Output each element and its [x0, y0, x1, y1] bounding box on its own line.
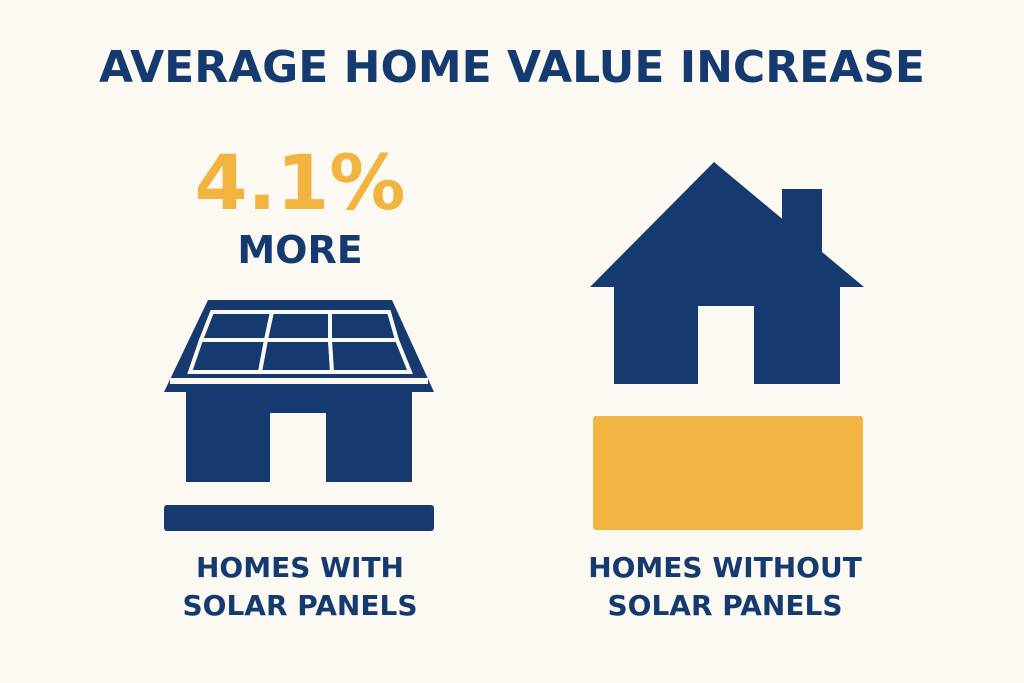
caption-with-solar-line1: HOMES WITH	[196, 551, 404, 584]
chimney	[782, 189, 822, 261]
door	[698, 306, 754, 384]
stat-label: MORE	[237, 228, 363, 272]
house-roof	[590, 162, 864, 287]
caption-with-solar: HOMES WITH SOLAR PANELS	[120, 549, 480, 625]
door	[270, 413, 326, 482]
infographic-title: AVERAGE HOME VALUE INCREASE	[99, 42, 925, 93]
stat-value: 4.1%	[194, 138, 406, 227]
caption-without-solar: HOMES WITHOUT SOLAR PANELS	[545, 549, 905, 625]
value-bar-solar	[164, 505, 434, 531]
solar-panel-grid	[187, 310, 413, 374]
caption-without-solar-line1: HOMES WITHOUT	[588, 551, 862, 584]
caption-without-solar-line2: SOLAR PANELS	[607, 589, 843, 622]
house-icon	[590, 162, 864, 530]
roof-trim	[170, 378, 428, 384]
value-bar-no-solar	[593, 416, 863, 530]
solar-house-icon	[164, 300, 434, 531]
caption-with-solar-line2: SOLAR PANELS	[182, 589, 418, 622]
